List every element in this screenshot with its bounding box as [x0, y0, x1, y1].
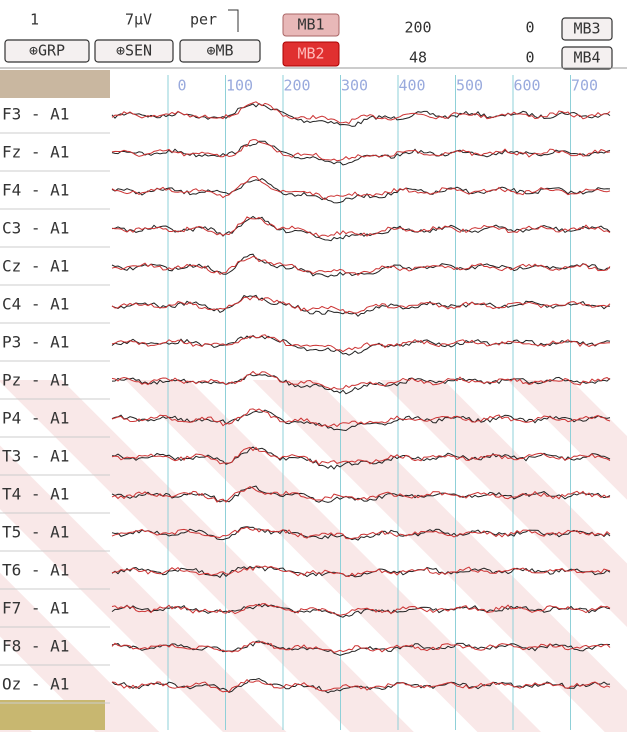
time-label: 400: [398, 77, 425, 95]
channel-label: P3 - A1: [2, 333, 69, 352]
channel-label: T3 - A1: [2, 447, 69, 466]
mb4-label[interactable]: MB4: [573, 49, 600, 67]
channel-label: Pz - A1: [2, 371, 69, 390]
sensitivity: 7µV: [125, 11, 152, 29]
time-label: 0: [177, 77, 186, 95]
channel-label: F3 - A1: [2, 105, 69, 124]
channel-label: F4 - A1: [2, 181, 69, 200]
channel-label: C4 - A1: [2, 295, 69, 314]
channel-label: Cz - A1: [2, 257, 69, 276]
channel-label: C3 - A1: [2, 219, 69, 238]
background-stripes: [0, 380, 627, 732]
mb2-label[interactable]: MB2: [297, 45, 324, 63]
value: 0: [525, 49, 534, 67]
corner-block: [0, 70, 110, 98]
channel-label: P4 - A1: [2, 409, 69, 428]
eeg-screen: 1 7µV per ⊕GRP ⊕SEN ⊕MB MB1 MB2 200 0 MB…: [0, 0, 627, 732]
page-number: 1: [30, 11, 39, 29]
corner-block: [0, 700, 105, 730]
channel-label: F8 - A1: [2, 637, 69, 656]
time-label: 500: [456, 77, 483, 95]
time-label: 600: [513, 77, 540, 95]
channel-label: F7 - A1: [2, 599, 69, 618]
time-label: 100: [226, 77, 253, 95]
time-label: 700: [571, 77, 598, 95]
value: 0: [525, 19, 534, 37]
grp-button-label[interactable]: ⊕GRP: [29, 42, 65, 60]
channel-label: T6 - A1: [2, 561, 69, 580]
channel-label: T4 - A1: [2, 485, 69, 504]
per-label: per: [190, 11, 217, 29]
mb1-label[interactable]: MB1: [297, 16, 324, 34]
value: 200: [404, 19, 431, 37]
time-label: 300: [341, 77, 368, 95]
channel-label: T5 - A1: [2, 523, 69, 542]
time-label: 200: [283, 77, 310, 95]
mb3-label[interactable]: MB3: [573, 20, 600, 38]
mb-button-label[interactable]: ⊕MB: [206, 42, 233, 60]
channel-label: Fz - A1: [2, 143, 69, 162]
sen-button-label[interactable]: ⊕SEN: [116, 42, 152, 60]
channel-label: Oz - A1: [2, 675, 69, 694]
value: 48: [409, 49, 427, 67]
